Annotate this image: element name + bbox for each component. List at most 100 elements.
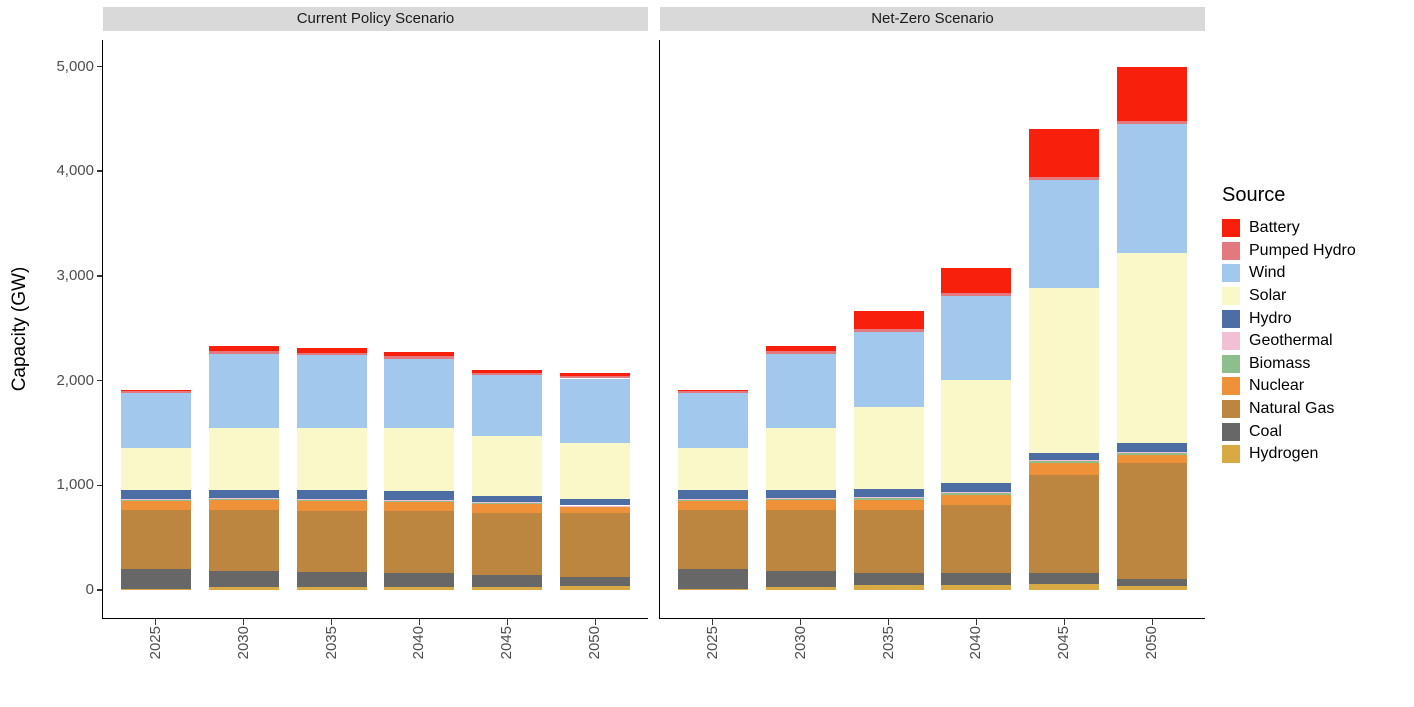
segment-pumped-hydro bbox=[853, 329, 924, 332]
segment-coal bbox=[1117, 579, 1188, 586]
segment-geothermal bbox=[208, 498, 279, 499]
segment-nuclear bbox=[208, 500, 279, 511]
legend-label: Solar bbox=[1249, 287, 1287, 305]
segment-solar bbox=[941, 379, 1012, 484]
legend-item-geothermal: Geothermal bbox=[1222, 330, 1356, 353]
segment-natural-gas bbox=[208, 510, 279, 572]
segment-biomass bbox=[296, 499, 367, 501]
segment-battery bbox=[941, 267, 1012, 294]
x-tick-label: 2045 bbox=[1055, 626, 1073, 660]
legend-label: Coal bbox=[1249, 422, 1282, 440]
legend-items: Battery Pumped Hydro Wind Solar Hydro Geother… bbox=[1222, 217, 1356, 466]
legend-title: Source bbox=[1222, 184, 1286, 206]
segment-pumped-hydro bbox=[1117, 121, 1188, 125]
segment-natural-gas bbox=[120, 510, 191, 570]
segment-nuclear bbox=[384, 502, 455, 512]
segment-battery bbox=[560, 372, 631, 376]
segment-hydro bbox=[120, 490, 191, 499]
segment-pumped-hydro bbox=[1029, 177, 1100, 181]
segment-biomass bbox=[472, 502, 543, 505]
segment-pumped-hydro bbox=[765, 350, 836, 354]
x-axis-line bbox=[658, 617, 1205, 619]
y-tick-mark bbox=[96, 275, 103, 277]
segment-coal bbox=[120, 569, 191, 589]
segment-biomass bbox=[560, 506, 631, 508]
legend-swatch-pumped-hydro bbox=[1222, 241, 1240, 260]
segment-hydrogen bbox=[472, 586, 543, 590]
legend-item-hydro: Hydro bbox=[1222, 307, 1356, 330]
segment-solar bbox=[120, 448, 191, 491]
segment-solar bbox=[296, 427, 367, 491]
segment-geothermal bbox=[765, 498, 836, 499]
legend-label: Pumped Hydro bbox=[1249, 241, 1356, 259]
segment-solar bbox=[677, 448, 748, 491]
legend-swatch-hydrogen bbox=[1222, 445, 1240, 464]
legend-swatch-solar bbox=[1222, 287, 1240, 306]
segment-wind bbox=[1117, 124, 1188, 253]
segment-natural-gas bbox=[384, 511, 455, 574]
segment-nuclear bbox=[677, 501, 748, 511]
segment-geothermal bbox=[853, 497, 924, 499]
legend-label: Battery bbox=[1249, 219, 1300, 237]
segment-solar bbox=[560, 443, 631, 499]
segment-coal bbox=[472, 574, 543, 587]
segment-geothermal bbox=[472, 502, 543, 503]
legend-swatch-natural-gas bbox=[1222, 400, 1240, 419]
legend-item-solar: Solar bbox=[1222, 285, 1356, 308]
segment-pumped-hydro bbox=[384, 356, 455, 359]
segment-nuclear bbox=[765, 500, 836, 511]
segment-geothermal bbox=[1029, 460, 1100, 462]
legend: Source Battery Pumped Hydro Wind Solar Hydro… bbox=[1222, 184, 1356, 466]
x-tick-mark bbox=[975, 619, 978, 625]
segment-natural-gas bbox=[677, 510, 748, 570]
legend-item-coal: Coal bbox=[1222, 420, 1356, 443]
y-tick-mark bbox=[96, 484, 103, 487]
segment-geothermal bbox=[677, 498, 748, 500]
segment-battery bbox=[765, 346, 836, 351]
y-tick-mark bbox=[96, 379, 103, 382]
segment-nuclear bbox=[472, 504, 543, 514]
segment-solar bbox=[765, 427, 836, 490]
legend-item-wind: Wind bbox=[1222, 262, 1356, 285]
segment-hydro bbox=[296, 490, 367, 499]
legend-label: Natural Gas bbox=[1249, 400, 1335, 418]
segment-solar bbox=[1029, 288, 1100, 453]
segment-hydro bbox=[853, 489, 924, 498]
segment-pumped-hydro bbox=[560, 375, 631, 379]
segment-natural-gas bbox=[1117, 463, 1188, 580]
segment-hydro bbox=[560, 498, 631, 506]
segment-pumped-hydro bbox=[296, 352, 367, 356]
x-tick-mark bbox=[418, 619, 421, 625]
segment-biomass bbox=[208, 498, 279, 501]
segment-hydrogen bbox=[853, 585, 924, 590]
segment-hydro bbox=[1117, 443, 1188, 453]
x-tick-mark bbox=[799, 619, 802, 625]
legend-label: Wind bbox=[1249, 264, 1286, 282]
legend-label: Nuclear bbox=[1249, 377, 1305, 395]
segment-hydrogen bbox=[765, 587, 836, 590]
x-tick-label: 2040 bbox=[410, 626, 428, 660]
segment-wind bbox=[765, 353, 836, 428]
segment-battery bbox=[853, 310, 924, 330]
segment-coal bbox=[560, 576, 631, 587]
segment-pumped-hydro bbox=[677, 390, 748, 393]
segment-battery bbox=[296, 348, 367, 353]
segment-natural-gas bbox=[765, 510, 836, 572]
x-tick-mark bbox=[1151, 619, 1153, 625]
segment-hydro bbox=[472, 496, 543, 503]
segment-hydrogen bbox=[384, 586, 455, 590]
legend-swatch-hydro bbox=[1222, 309, 1240, 328]
segment-coal bbox=[853, 572, 924, 586]
segment-solar bbox=[208, 427, 279, 490]
segment-solar bbox=[1117, 252, 1188, 444]
segment-coal bbox=[208, 571, 279, 588]
x-axis-line bbox=[101, 617, 648, 619]
segment-nuclear bbox=[1117, 454, 1188, 464]
segment-coal bbox=[384, 573, 455, 587]
segment-pumped-hydro bbox=[472, 372, 543, 376]
x-tick-label: 2035 bbox=[879, 626, 897, 660]
segment-solar bbox=[472, 436, 543, 497]
x-tick-label: 2025 bbox=[146, 626, 164, 660]
facet-strip-net-zero: Net-Zero Scenario bbox=[660, 7, 1205, 31]
segment-geothermal bbox=[384, 499, 455, 501]
